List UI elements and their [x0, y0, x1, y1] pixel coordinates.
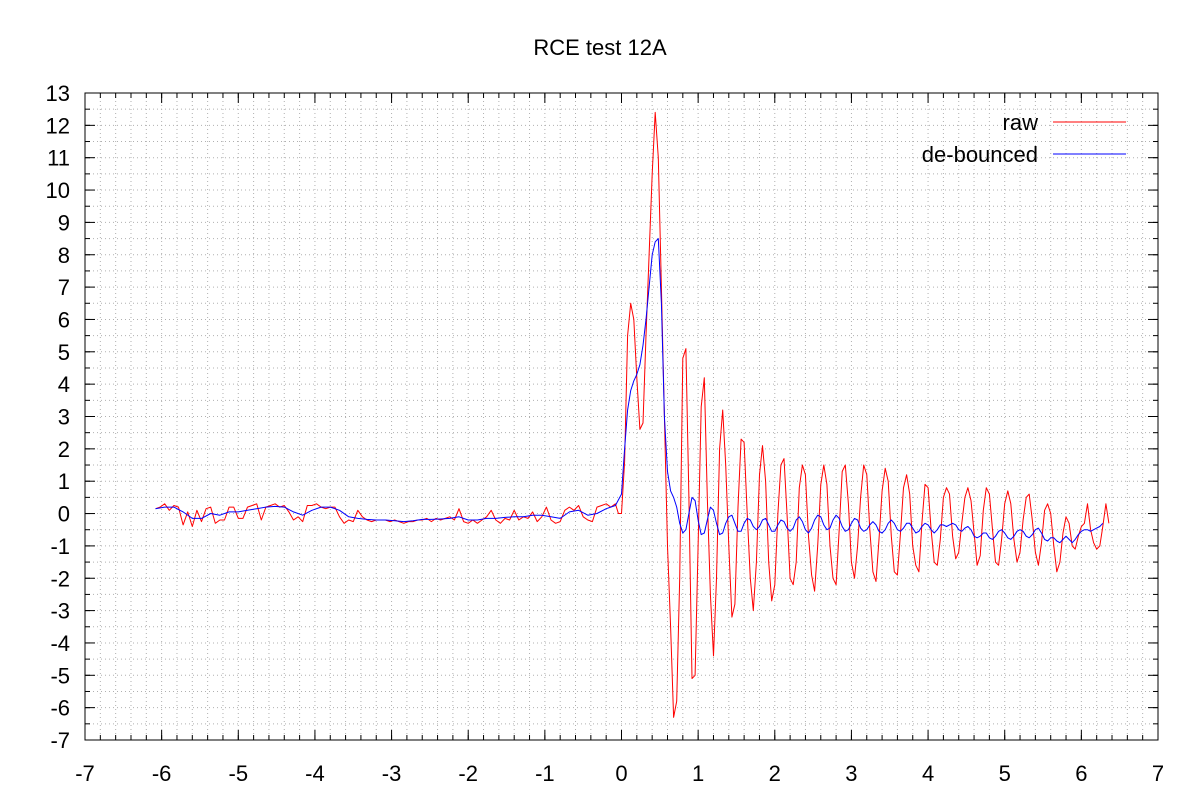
x-tick-label: 2 — [769, 761, 781, 786]
y-tick-label: -2 — [50, 566, 70, 591]
y-tick-label: -5 — [50, 663, 70, 688]
x-tick-label: 5 — [999, 761, 1011, 786]
x-tick-label: 3 — [845, 761, 857, 786]
y-tick-label: 9 — [58, 210, 70, 235]
legend: raw de-bounced — [922, 110, 1126, 167]
series-line-de-bounced — [155, 238, 1104, 544]
x-tick-label: -2 — [458, 761, 478, 786]
y-tick-label: 8 — [58, 243, 70, 268]
x-tick-label: -4 — [305, 761, 325, 786]
x-tick-label: 4 — [922, 761, 934, 786]
legend-label: de-bounced — [922, 142, 1038, 167]
x-tick-label: 7 — [1152, 761, 1164, 786]
chart-title: RCE test 12A — [533, 35, 667, 60]
y-tick-label: -4 — [50, 631, 70, 656]
y-tick-label: 11 — [47, 146, 70, 171]
x-tick-label: -5 — [229, 761, 249, 786]
legend-label: raw — [1003, 110, 1039, 135]
axis-ticks — [84, 92, 1159, 741]
y-tick-label: 7 — [58, 275, 70, 300]
y-tick-label: 13 — [46, 81, 70, 106]
y-tick-label: 6 — [58, 307, 70, 332]
x-tick-label: -7 — [75, 761, 95, 786]
y-tick-label: -3 — [50, 599, 70, 624]
y-tick-label: 3 — [58, 405, 70, 430]
y-tick-label: 0 — [58, 502, 70, 527]
y-tick-label: 2 — [58, 437, 70, 462]
y-tick-label: 12 — [46, 113, 70, 138]
x-tick-label: 1 — [692, 761, 704, 786]
x-tick-label: 0 — [615, 761, 627, 786]
y-tick-label: 5 — [58, 340, 70, 365]
y-tick-label: 4 — [58, 372, 70, 397]
series-layer — [155, 111, 1110, 718]
x-tick-label: -1 — [535, 761, 555, 786]
y-tick-label: -7 — [50, 728, 70, 753]
grid — [85, 93, 1158, 740]
series-line-raw — [155, 111, 1110, 718]
x-tick-label: -3 — [382, 761, 402, 786]
y-tick-label: 10 — [46, 178, 70, 203]
x-tick-label: -6 — [152, 761, 172, 786]
y-tick-label: -1 — [50, 534, 70, 559]
y-tick-label: 1 — [58, 469, 70, 494]
x-tick-label: 6 — [1075, 761, 1087, 786]
tick-labels: -7 -6 -5 -4 -3 -2 -1 0 1 2 3 4 5 6 7-7-6-5-4-3-2-10123… — [46, 81, 1165, 786]
y-tick-label: -6 — [50, 696, 70, 721]
